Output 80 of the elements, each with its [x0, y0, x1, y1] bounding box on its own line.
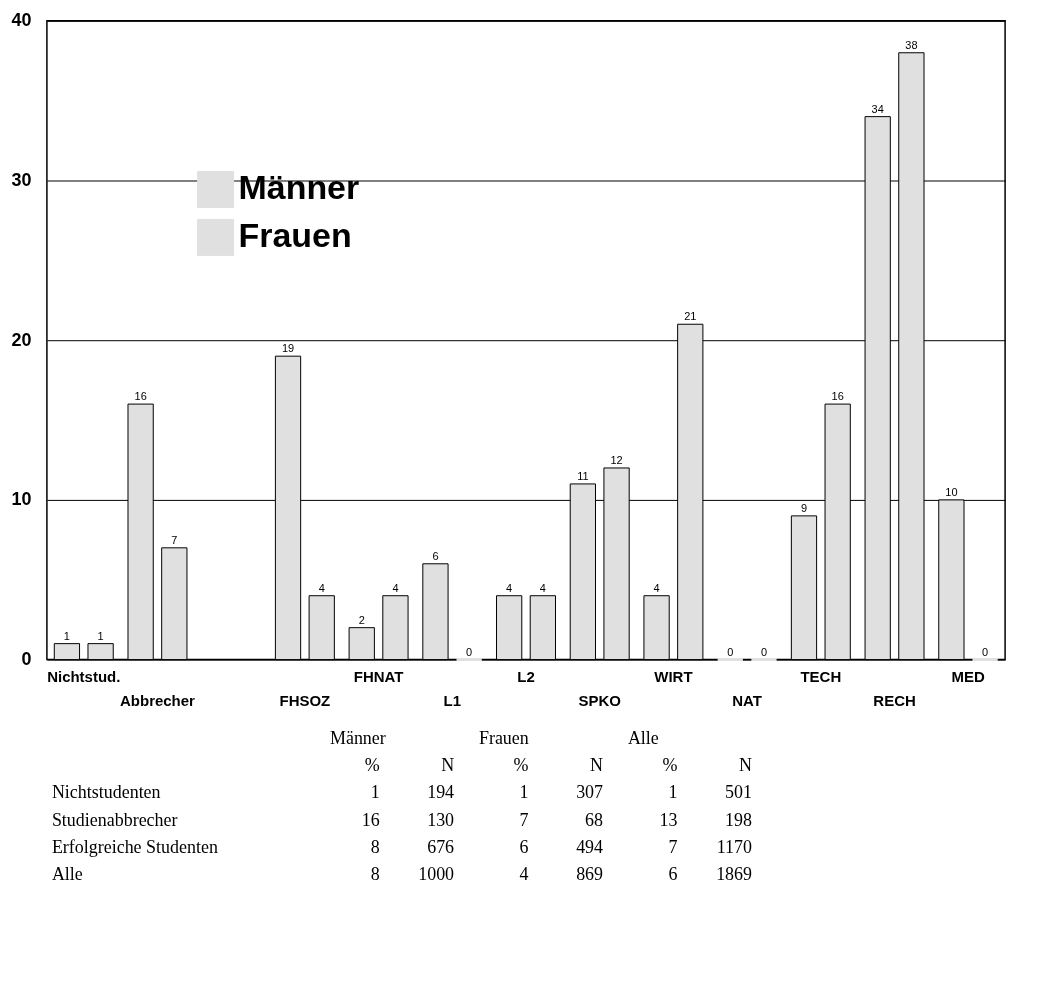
y-tick-label: Alle	[51, 864, 83, 885]
data-label: 34	[871, 102, 884, 115]
x-tick-label: WIRT	[654, 668, 693, 686]
text: Männer	[329, 727, 386, 748]
data-label: 4	[519, 864, 529, 885]
x-tick-label: %	[513, 755, 529, 775]
x-tick-label: Nichtstud.	[47, 668, 121, 686]
data-label: 676	[427, 837, 455, 858]
data-label: 1170	[716, 837, 753, 858]
data-label: 1000	[418, 864, 455, 885]
data-label: 130	[427, 809, 455, 830]
data-label: 12	[610, 453, 623, 466]
data-label: 16	[361, 809, 380, 830]
y-tick-label: 0	[21, 649, 32, 670]
y-tick-label: 40	[11, 10, 32, 31]
data-label: 307	[576, 782, 604, 803]
x-tick-label: L1	[443, 692, 462, 710]
y-tick-label: 30	[11, 170, 32, 190]
x-tick-label: %	[364, 755, 380, 775]
data-label: 6	[519, 837, 529, 858]
data-label: 4	[506, 581, 513, 594]
text: Frauen	[478, 727, 529, 748]
legend-label: Männer	[238, 168, 360, 207]
data-label: 194	[427, 782, 455, 803]
data-label: 2	[358, 613, 365, 626]
x-tick-label: N	[441, 755, 455, 775]
data-label: 6	[668, 864, 678, 885]
x-tick-label: MED	[951, 668, 986, 686]
data-label: 1	[668, 782, 678, 803]
data-label: 4	[392, 581, 399, 594]
y-tick-label: 10	[11, 489, 32, 510]
data-label: 1	[370, 782, 380, 803]
data-label: 4	[653, 581, 660, 594]
x-tick-label: N	[590, 755, 604, 775]
x-tick-label: Abbrecher	[120, 692, 196, 710]
x-tick-label: SPKO	[578, 692, 622, 710]
data-label: 0	[760, 645, 768, 658]
data-label: 0	[982, 645, 989, 658]
data-label: 10	[945, 485, 958, 498]
data-label: 19	[281, 342, 295, 355]
data-label: 0	[727, 645, 734, 658]
data-label: 38	[905, 38, 918, 51]
x-tick-label: %	[662, 755, 678, 775]
data-label: 8	[370, 837, 380, 858]
data-label: 1	[63, 629, 70, 642]
data-label: 68	[585, 809, 604, 830]
x-tick-label: RECH	[873, 692, 916, 710]
data-label: 16	[831, 390, 844, 403]
y-tick-label: Studienabbrecher	[51, 809, 178, 830]
data-label: 1869	[716, 864, 753, 885]
data-label: 16	[134, 390, 147, 403]
data-label: 1	[519, 782, 529, 803]
data-label: 869	[576, 864, 604, 885]
text: Alle	[627, 727, 659, 748]
data-label: 8	[370, 864, 380, 885]
x-tick-label: TECH	[800, 668, 842, 686]
y-tick-label: Nichtstudenten	[51, 782, 161, 803]
data-label: 4	[318, 581, 325, 594]
x-tick-label: N	[739, 755, 753, 775]
y-tick-label: 20	[11, 329, 32, 350]
data-label: 198	[725, 809, 753, 830]
data-label: 7	[171, 533, 178, 546]
data-label: 7	[668, 837, 678, 858]
x-tick-label: FHSOZ	[279, 692, 331, 710]
data-label: 494	[576, 837, 604, 858]
y-tick-label: Erfolgreiche Studenten	[51, 837, 218, 858]
data-label: 4	[539, 581, 546, 594]
x-tick-label: NAT	[732, 692, 762, 710]
data-label: 9	[800, 501, 808, 514]
data-label: 21	[684, 310, 697, 323]
data-label: 6	[432, 549, 439, 562]
data-label: 11	[577, 469, 589, 482]
data-label: 0	[466, 645, 473, 658]
x-tick-label: L2	[517, 668, 535, 686]
data-label: 7	[519, 809, 529, 830]
x-tick-label: FHNAT	[353, 668, 404, 686]
data-label: 1	[97, 629, 104, 642]
legend-label: Frauen	[238, 216, 352, 255]
data-label: 13	[659, 809, 678, 830]
data-label: 501	[725, 782, 753, 803]
